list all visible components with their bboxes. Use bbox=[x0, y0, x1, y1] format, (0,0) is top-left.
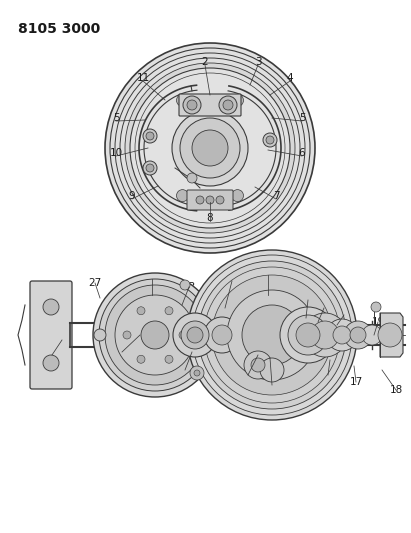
Circle shape bbox=[206, 196, 214, 204]
Circle shape bbox=[216, 196, 224, 204]
FancyBboxPatch shape bbox=[179, 94, 241, 116]
Circle shape bbox=[183, 96, 201, 114]
Circle shape bbox=[223, 100, 233, 110]
FancyBboxPatch shape bbox=[30, 281, 72, 389]
Circle shape bbox=[196, 196, 204, 204]
Circle shape bbox=[378, 323, 402, 347]
Circle shape bbox=[115, 295, 195, 375]
Text: 15: 15 bbox=[337, 310, 351, 320]
Circle shape bbox=[280, 307, 336, 363]
Circle shape bbox=[181, 321, 209, 349]
Circle shape bbox=[137, 356, 145, 364]
Circle shape bbox=[227, 290, 317, 380]
Circle shape bbox=[371, 302, 381, 312]
Text: 8: 8 bbox=[207, 213, 213, 223]
Circle shape bbox=[296, 323, 320, 347]
Circle shape bbox=[219, 96, 237, 114]
Circle shape bbox=[187, 327, 203, 343]
Text: 12: 12 bbox=[261, 270, 275, 280]
Text: 17: 17 bbox=[349, 377, 363, 387]
Circle shape bbox=[105, 285, 205, 385]
Circle shape bbox=[176, 190, 189, 201]
Circle shape bbox=[143, 161, 157, 175]
Circle shape bbox=[260, 358, 284, 382]
Circle shape bbox=[251, 358, 265, 372]
Circle shape bbox=[190, 366, 204, 380]
Text: 20: 20 bbox=[241, 370, 254, 380]
Text: 21: 21 bbox=[266, 380, 279, 390]
Circle shape bbox=[94, 329, 106, 341]
Text: 25: 25 bbox=[178, 365, 192, 375]
Circle shape bbox=[326, 319, 358, 351]
Text: 7: 7 bbox=[272, 191, 279, 201]
Text: 10: 10 bbox=[109, 148, 122, 158]
Text: 2: 2 bbox=[202, 57, 208, 67]
Text: 3: 3 bbox=[255, 57, 261, 67]
Circle shape bbox=[288, 315, 328, 355]
Circle shape bbox=[187, 100, 197, 110]
Circle shape bbox=[123, 331, 131, 339]
Circle shape bbox=[192, 130, 228, 166]
Text: 24: 24 bbox=[225, 276, 239, 286]
Text: 6: 6 bbox=[299, 148, 305, 158]
Circle shape bbox=[231, 190, 243, 201]
Circle shape bbox=[173, 313, 217, 357]
Circle shape bbox=[43, 299, 59, 315]
Text: 14: 14 bbox=[301, 295, 315, 305]
Circle shape bbox=[172, 110, 248, 186]
Text: 5: 5 bbox=[113, 113, 119, 123]
Text: 18: 18 bbox=[389, 385, 403, 395]
Text: 1: 1 bbox=[119, 347, 125, 357]
Circle shape bbox=[198, 261, 346, 409]
Circle shape bbox=[99, 279, 211, 391]
Circle shape bbox=[165, 356, 173, 364]
Text: 16: 16 bbox=[321, 370, 335, 380]
Circle shape bbox=[212, 275, 332, 395]
Text: 4: 4 bbox=[287, 73, 293, 83]
Circle shape bbox=[242, 305, 302, 365]
Circle shape bbox=[146, 164, 154, 172]
Text: 22: 22 bbox=[145, 274, 159, 284]
Circle shape bbox=[244, 351, 272, 379]
Circle shape bbox=[212, 325, 232, 345]
Circle shape bbox=[180, 118, 240, 178]
Circle shape bbox=[344, 321, 372, 349]
Circle shape bbox=[231, 94, 243, 107]
Text: 5: 5 bbox=[299, 113, 305, 123]
Text: 26: 26 bbox=[45, 350, 59, 360]
Text: 13: 13 bbox=[317, 303, 330, 313]
Circle shape bbox=[194, 370, 200, 376]
Circle shape bbox=[43, 355, 59, 371]
Text: 19: 19 bbox=[372, 317, 385, 327]
Circle shape bbox=[362, 325, 382, 345]
Text: 11: 11 bbox=[136, 73, 150, 83]
Text: 23: 23 bbox=[182, 282, 196, 292]
Text: 8105 3000: 8105 3000 bbox=[18, 22, 100, 36]
Text: 9: 9 bbox=[129, 191, 135, 201]
Circle shape bbox=[266, 136, 274, 144]
FancyBboxPatch shape bbox=[187, 190, 233, 210]
Circle shape bbox=[187, 250, 357, 420]
Circle shape bbox=[143, 129, 157, 143]
Circle shape bbox=[137, 307, 145, 315]
Circle shape bbox=[333, 326, 351, 344]
Circle shape bbox=[187, 173, 197, 183]
Circle shape bbox=[311, 321, 339, 349]
Circle shape bbox=[165, 307, 173, 315]
Circle shape bbox=[263, 133, 277, 147]
Circle shape bbox=[141, 321, 169, 349]
Circle shape bbox=[350, 327, 366, 343]
Circle shape bbox=[146, 132, 154, 140]
Text: 27: 27 bbox=[88, 278, 102, 288]
Circle shape bbox=[180, 280, 190, 290]
Circle shape bbox=[204, 317, 240, 353]
Circle shape bbox=[176, 94, 189, 107]
Circle shape bbox=[105, 43, 315, 253]
Circle shape bbox=[130, 68, 290, 228]
Polygon shape bbox=[380, 313, 403, 357]
Circle shape bbox=[93, 273, 217, 397]
Circle shape bbox=[125, 63, 295, 233]
Circle shape bbox=[303, 313, 347, 357]
Circle shape bbox=[179, 331, 187, 339]
